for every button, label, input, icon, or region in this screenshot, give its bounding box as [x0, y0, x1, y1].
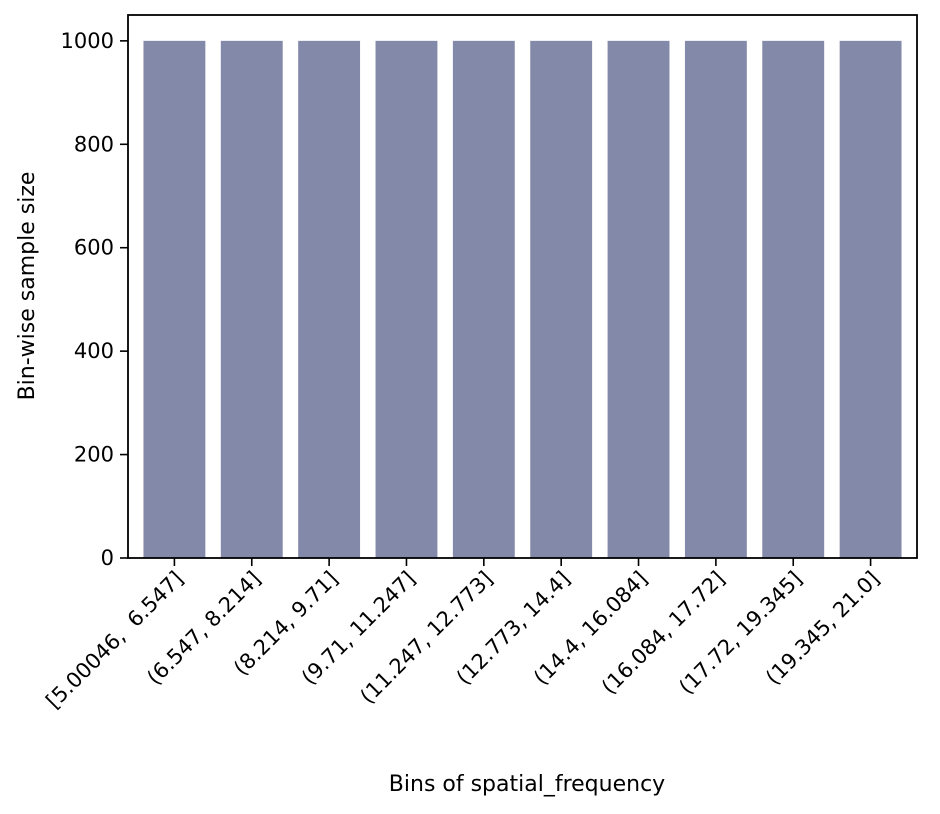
- bar-3: [375, 40, 438, 559]
- y-tick-label-1: 200: [74, 443, 114, 467]
- bars-group: [143, 40, 902, 559]
- y-axis-label: Bin-wise sample size: [15, 172, 40, 401]
- x-axis-label: Bins of spatial_frequency: [389, 772, 665, 797]
- y-tick-label-0: 0: [101, 546, 114, 570]
- y-tick-label-2: 400: [74, 339, 114, 363]
- plot-frame: [127, 14, 918, 559]
- y-tick-label-3: 600: [74, 236, 114, 260]
- bar-5: [530, 40, 593, 559]
- bar-7: [684, 40, 747, 559]
- x-axis: [5.00046, 6.547](6.547, 8.214](8.214, 9.…: [41, 558, 884, 713]
- bar-2: [298, 40, 361, 559]
- x-tick-label-4: (11.247, 12.773]: [355, 567, 497, 709]
- x-tick-label-0: [5.00046, 6.547]: [41, 567, 188, 714]
- bar-0: [143, 40, 206, 559]
- bar-4: [452, 40, 515, 559]
- bar-9: [839, 40, 902, 559]
- y-tick-label-5: 1000: [61, 29, 114, 53]
- y-tick-label-4: 800: [74, 132, 114, 156]
- bar-1: [220, 40, 283, 559]
- y-axis: 0 200 400 600 800 1000: [61, 29, 128, 570]
- bar-6: [607, 40, 670, 559]
- bar-8: [762, 40, 825, 559]
